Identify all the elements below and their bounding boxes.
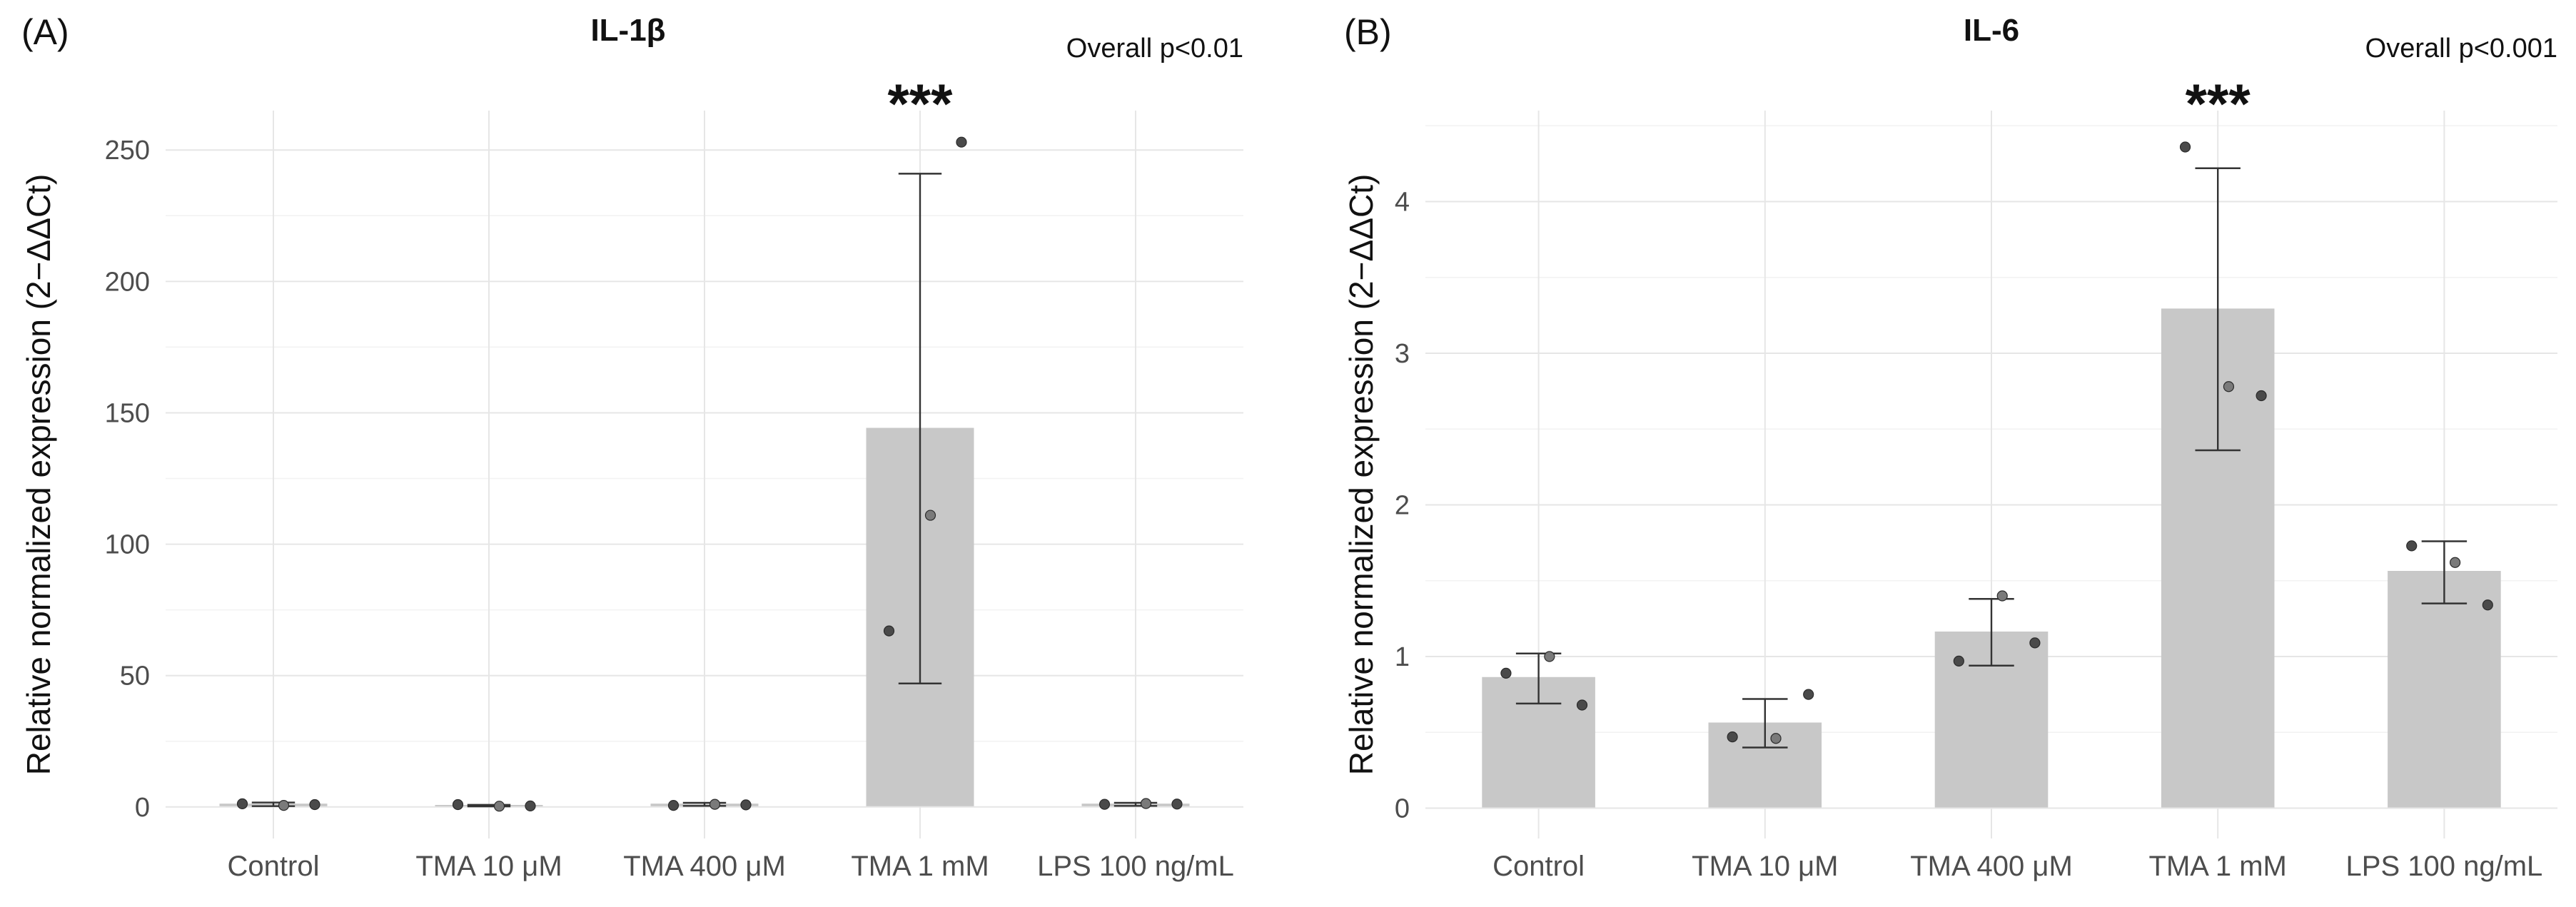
data-point <box>525 800 536 811</box>
significance-marker: *** <box>2186 72 2251 135</box>
y-tick-label: 3 <box>1395 339 1410 369</box>
data-point <box>278 800 290 811</box>
data-point <box>1996 590 2008 602</box>
data-point <box>924 510 936 521</box>
significance-marker: *** <box>887 72 953 135</box>
data-point <box>1140 798 1152 809</box>
x-tick-label: TMA 1 mM <box>2149 851 2287 882</box>
data-point <box>1171 799 1183 810</box>
y-tick-label: 250 <box>105 136 150 166</box>
data-point <box>309 799 320 811</box>
data-point <box>1576 699 1588 711</box>
data-point <box>2223 381 2235 392</box>
y-tick-label: 1 <box>1395 642 1410 672</box>
panel-label: (B) <box>1344 12 1392 52</box>
data-point <box>2450 557 2461 568</box>
y-axis-label: Relative normalized expression (2−ΔΔCt) <box>1343 174 1380 776</box>
data-point <box>2256 390 2267 402</box>
x-tick-label: TMA 400 μM <box>623 851 786 882</box>
data-point <box>740 799 752 811</box>
data-point <box>2179 141 2191 153</box>
bar <box>2388 571 2501 808</box>
data-point <box>1727 731 1738 743</box>
x-tick-label: TMA 10 μM <box>415 851 562 882</box>
data-point <box>1770 733 1782 744</box>
data-point <box>1098 799 1111 810</box>
data-point <box>1803 689 1814 700</box>
x-tick-label: TMA 400 μM <box>1910 851 2073 882</box>
y-axis-label: Relative normalized expression (2−ΔΔCt) <box>20 174 57 776</box>
data-point <box>493 801 505 812</box>
p-value-label: Overall p<0.01 <box>1066 34 1243 64</box>
data-point <box>452 799 464 811</box>
y-tick-label: 2 <box>1395 491 1410 521</box>
x-tick-label: Control <box>1492 851 1585 882</box>
data-point <box>709 799 721 810</box>
p-value-label: Overall p<0.001 <box>2365 34 2557 64</box>
data-point <box>1544 651 1555 662</box>
y-tick-label: 100 <box>105 530 150 560</box>
data-point <box>2482 599 2493 611</box>
x-tick-label: TMA 1 mM <box>851 851 989 882</box>
panel-a: 0 50 100 150 200 250 Control TMA 10 μM TMA 400 μ… <box>20 12 1243 882</box>
x-tick-label: LPS 100 ng/mL <box>2346 851 2543 882</box>
x-tick-label: TMA 10 μM <box>1692 851 1838 882</box>
data-point <box>2406 540 2418 552</box>
panel-label: (A) <box>21 12 69 52</box>
x-tick-label: LPS 100 ng/mL <box>1037 851 1234 882</box>
y-tick-label: 150 <box>105 398 150 428</box>
chart-title: IL-6 <box>1964 13 2019 48</box>
y-tick-label: 4 <box>1395 188 1410 218</box>
chart-title: IL-1β <box>590 13 665 48</box>
x-tick-label: Control <box>228 851 320 882</box>
panel-b: 0 1 2 3 4 Control TMA 10 μM TMA 400 μM TMA 1 mM L… <box>1343 12 2557 882</box>
y-tick-label: 0 <box>135 793 150 823</box>
data-point <box>2029 637 2041 649</box>
data-point <box>1500 667 1512 679</box>
y-tick-label: 200 <box>105 267 150 297</box>
data-point <box>667 800 680 811</box>
data-point <box>1953 655 1964 667</box>
data-point <box>883 625 895 637</box>
data-point <box>236 798 248 809</box>
y-tick-label: 0 <box>1395 794 1410 824</box>
data-point <box>956 136 967 148</box>
y-tick-label: 50 <box>120 662 150 691</box>
